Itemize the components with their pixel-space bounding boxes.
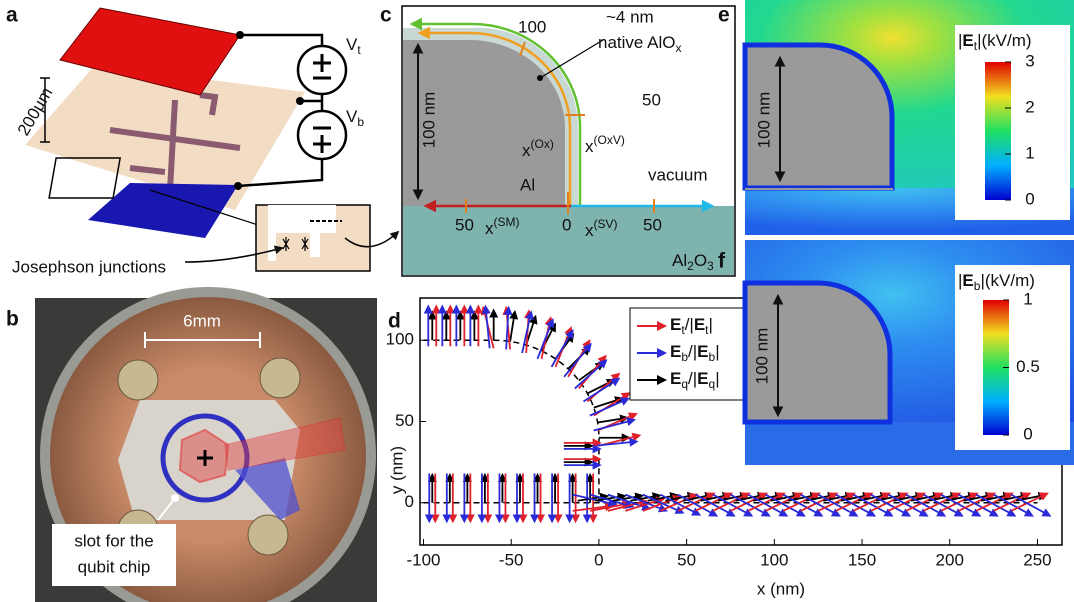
colorbar-box [955, 265, 1070, 450]
rich-label: Vt [346, 35, 361, 57]
colorbar-tick-label: 0.5 [1016, 357, 1040, 376]
y-axis-label: y (nm) [387, 446, 406, 494]
text-part: | [715, 369, 719, 388]
panel-a: 200µm Josephson junctions [12, 8, 398, 276]
pointer-dot [171, 494, 179, 502]
text-part: (SV) [594, 217, 618, 231]
text-part: /| [688, 342, 697, 361]
x-tick-label: -50 [499, 550, 524, 569]
x-tick-label: 0 [594, 550, 603, 569]
text-part: t [357, 43, 361, 57]
text-part: q [681, 377, 688, 391]
colorbar-tick-label: 0 [1025, 189, 1034, 208]
x-tick-label: -100 [406, 550, 440, 569]
text-part: /| [685, 315, 694, 334]
annotation: vacuum [648, 165, 708, 184]
x-axis-label: x (nm) [757, 579, 805, 598]
text-part: E [697, 369, 708, 388]
text-part: E [962, 271, 973, 290]
screw [118, 360, 158, 400]
colorbar-tick-label: 1 [1025, 143, 1034, 162]
text-part: x [676, 41, 682, 55]
rich-label: Vb [346, 107, 364, 129]
colorbar-box [955, 25, 1070, 220]
bottom-plate [88, 183, 238, 238]
y-tick-label: 100 [386, 330, 414, 349]
colorbar-tick-label: 3 [1025, 51, 1034, 70]
text-part: /| [688, 369, 697, 388]
text-part: q [709, 377, 716, 391]
annotation: ~4 nm [606, 7, 654, 26]
x-tick-label: 100 [760, 550, 788, 569]
x-tick-label: 50 [677, 550, 696, 569]
annotation: 50 [642, 90, 661, 109]
text-part: (OxV) [594, 133, 625, 147]
node [234, 182, 242, 190]
height-label: 100 nm [754, 92, 773, 149]
annotation: 0 [562, 215, 571, 234]
scale-label: 6mm [183, 311, 221, 330]
text-part: |(kV/m) [977, 31, 1031, 50]
annotation: slot for the [74, 531, 153, 550]
text-part: | [715, 342, 719, 361]
panel-label: c [380, 4, 392, 27]
annotation: 50 [643, 215, 662, 234]
height-label: 100 nm [752, 328, 771, 385]
panel-label: f [718, 250, 726, 273]
text-part: | [709, 315, 713, 334]
node [296, 97, 304, 105]
text-part: b [357, 115, 364, 129]
text-part: E [670, 342, 681, 361]
annotation: 100 [518, 17, 546, 36]
annotation: Al [520, 175, 535, 194]
text-part: V [346, 107, 358, 126]
x-tick-label: 250 [1023, 550, 1051, 569]
screw [248, 515, 288, 555]
text-part: |(kV/m) [980, 271, 1034, 290]
y-tick-label: 50 [395, 411, 414, 430]
panel-label: b [6, 308, 19, 331]
panel-label: d [388, 310, 401, 333]
x-tick-label: 200 [936, 550, 964, 569]
figure: 200µm Josephson junctions 6mm slot for t… [0, 0, 1074, 602]
colorbar-tick-label: 2 [1025, 97, 1034, 116]
panel-c: 100 nm [402, 6, 735, 276]
x-tick-label: 150 [848, 550, 876, 569]
text-part: E [962, 31, 973, 50]
pointer-dot [537, 75, 543, 81]
annotation: Josephson junctions [12, 257, 166, 276]
rich-label: |Et|(kV/m) [958, 31, 1032, 53]
text-part: V [346, 35, 358, 54]
rich-label: native AlOx [598, 33, 682, 55]
text-part: O [694, 251, 707, 270]
text-part: E [697, 342, 708, 361]
text-part: Al [672, 251, 687, 270]
edge [745, 188, 893, 190]
screw [260, 358, 300, 398]
text-part: E [670, 315, 681, 334]
node [236, 31, 244, 39]
height-label: 100 nm [419, 92, 438, 149]
colorbar-tick-label: 0 [1023, 424, 1032, 443]
colorbar-tick-label: 1 [1023, 289, 1032, 308]
panel-label: a [6, 4, 18, 27]
panel-label: e [718, 4, 730, 27]
text-part: (Ox) [531, 137, 554, 151]
text-part: 3 [707, 259, 714, 273]
annotation: 50 [455, 215, 474, 234]
legend: Et/|Et|Eb/|Eb|Eq/|Eq| [630, 308, 745, 400]
y-tick-label: 0 [405, 492, 414, 511]
colorbar [985, 62, 1011, 200]
text-part: E [694, 315, 705, 334]
text-part: native AlO [598, 33, 676, 52]
text-part: (SM) [494, 215, 520, 229]
panel-b: 6mm slot for the qubit chip [35, 287, 377, 602]
annotation: qubit chip [78, 557, 151, 576]
text-part: E [670, 369, 681, 388]
